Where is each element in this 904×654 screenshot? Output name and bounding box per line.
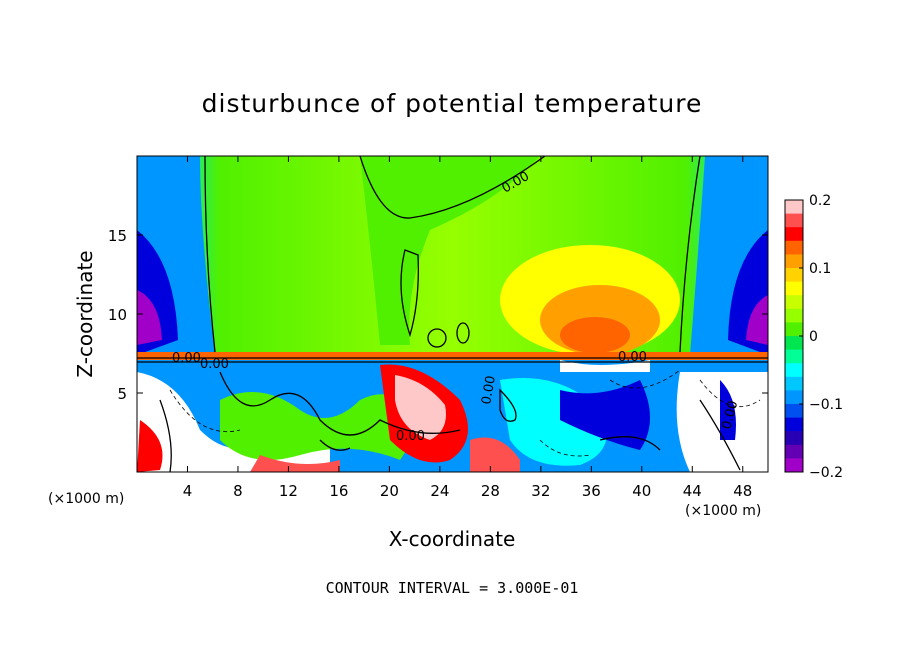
contour-label: 0.00 xyxy=(719,399,741,431)
x-axis-label: X-coordinate xyxy=(389,527,516,551)
contour-label: 0.00 xyxy=(479,375,499,406)
colorbar-swatch xyxy=(785,390,803,405)
x-axis: 4 8 12 16 20 24 28 32 36 40 44 48 xyxy=(183,156,752,500)
x-tick-label: 8 xyxy=(233,482,243,500)
colorbar-swatch xyxy=(785,376,803,391)
colorbar-swatch xyxy=(785,200,803,215)
contour-interval-note: CONTOUR INTERVAL = 3.000E-01 xyxy=(326,579,579,597)
colorbar-swatch xyxy=(785,349,803,364)
x-tick-label: 40 xyxy=(632,482,651,500)
x-tick-label: 24 xyxy=(430,482,449,500)
heatmap-field xyxy=(137,156,768,472)
x-unit-left: (×1000 m) xyxy=(48,491,124,507)
colorbar-swatch xyxy=(785,431,803,446)
contour-label: 0.00 xyxy=(172,351,201,366)
contour-label: 0.00 xyxy=(200,357,229,372)
chart-title: disturbunce of potential temperature xyxy=(202,89,703,118)
colorbar-tick-label: 0.1 xyxy=(809,261,831,277)
colorbar-swatch xyxy=(785,227,803,242)
colorbar-swatch xyxy=(785,404,803,419)
x-tick-label: 36 xyxy=(582,482,601,500)
x-tick-label: 44 xyxy=(683,482,702,500)
x-tick-label: 28 xyxy=(481,482,500,500)
colorbar-swatch xyxy=(785,322,803,337)
colorbar-swatch xyxy=(785,458,803,473)
colorbar-frame xyxy=(784,199,804,473)
y-tick-label: 10 xyxy=(108,306,127,324)
colorbar-swatch xyxy=(785,268,803,283)
y-tick-label: 5 xyxy=(117,385,127,403)
colorbar-tick-label: 0.2 xyxy=(809,193,831,209)
center-green-region xyxy=(360,156,540,345)
contour-label: 0.00 xyxy=(618,350,647,365)
x-tick-label: 20 xyxy=(380,482,399,500)
colorbar-swatch xyxy=(785,295,803,310)
contour-label: 0.00 xyxy=(396,429,425,444)
x-tick-label: 48 xyxy=(733,482,752,500)
y-axis-label: Z-coordinate xyxy=(73,250,97,377)
colorbar-swatch xyxy=(785,444,803,459)
colorbar-swatch xyxy=(785,363,803,378)
colorbar-swatch xyxy=(785,213,803,228)
y-tick-label: 15 xyxy=(108,227,127,245)
y-axis: 5 10 15 xyxy=(108,227,768,403)
colorbar-ticks: 0.2 0.1 0 −0.1 −0.2 xyxy=(799,193,843,481)
colorbar-tick-label: −0.2 xyxy=(809,465,843,481)
colorbar-swatch xyxy=(785,336,803,351)
x-tick-label: 32 xyxy=(531,482,550,500)
colorbar-swatch xyxy=(785,254,803,269)
colorbar-swatch xyxy=(785,281,803,296)
x-tick-label: 12 xyxy=(279,482,298,500)
x-unit-right: (×1000 m) xyxy=(685,503,761,519)
colorbar xyxy=(785,200,803,473)
colorbar-swatch xyxy=(785,240,803,255)
x-tick-label: 16 xyxy=(329,482,348,500)
colorbar-swatch xyxy=(785,308,803,323)
x-tick-label: 4 xyxy=(183,482,193,500)
colorbar-tick-label: 0 xyxy=(809,329,818,345)
colorbar-swatch xyxy=(785,417,803,432)
colorbar-tick-label: −0.1 xyxy=(809,397,843,413)
